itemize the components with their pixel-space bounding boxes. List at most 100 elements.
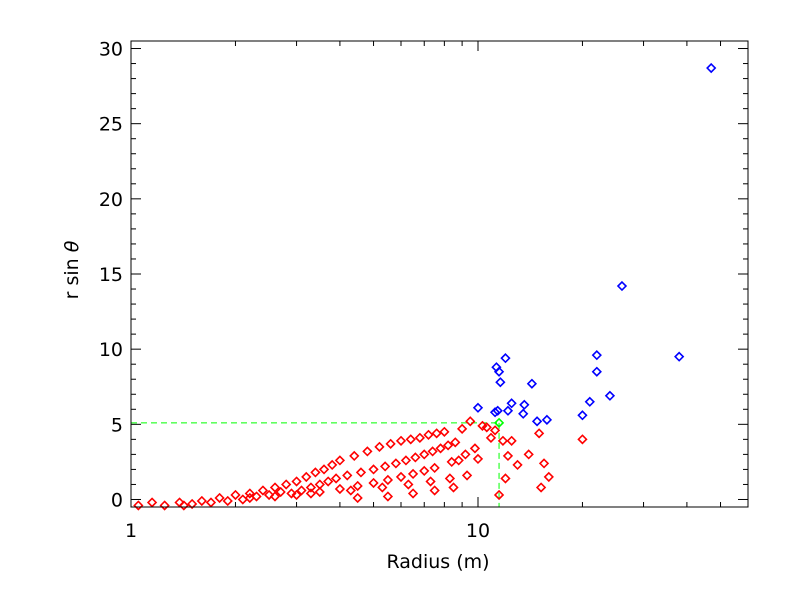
data-point-marker [493,366,505,377]
data-point-marker [281,479,292,490]
data-point-marker [429,462,440,474]
x-axis-title: Radius (m) [386,551,489,573]
threshold-guide-lines [131,422,500,507]
data-point-marker [305,482,317,493]
data-point-marker [291,489,302,501]
data-point-marker [472,453,484,465]
data-point-marker [533,428,545,439]
data-point-marker [577,434,588,445]
data-point-marker [334,483,346,495]
y-tick-label: 10 [99,339,123,361]
data-point-marker [502,450,514,462]
data-point-marker [456,423,468,434]
data-point-marker [435,443,446,454]
data-point-marker [291,476,302,487]
x-tick-label: 10 [466,520,490,542]
data-point-marker [349,450,360,462]
data-point-marker [674,351,685,362]
data-point-marker [214,492,225,504]
data-point-marker [257,485,269,496]
data-point-marker [591,366,602,377]
data-point-marker [380,461,391,472]
data-point-marker [425,476,436,487]
data-point-marker [296,485,307,496]
data-point-marker [205,497,217,508]
data-point-marker [423,429,434,440]
y-axis-title-symbol: θ [61,240,83,252]
data-point-marker [495,377,506,388]
data-point-marker [419,465,430,477]
data-point-marker [604,390,616,401]
data-point-marker [492,405,503,416]
data-point-marker [465,416,476,427]
data-point-marker [584,396,595,407]
data-point-marker [489,425,501,436]
data-point-marker [410,452,421,463]
data-point-marker [174,497,185,508]
data-point-marker [526,378,538,389]
data-point-marker [403,479,414,490]
y-tick-label: 25 [99,114,123,136]
data-point-marker [382,491,394,502]
data-point-marker [368,464,379,475]
data-point-marker [506,435,517,446]
data-point-marker [334,455,346,466]
data-point-marker [342,470,353,481]
y-tick-label: 30 [99,39,123,61]
y-tick-label: 15 [99,264,123,286]
data-point-marker [314,486,325,498]
data-point-marker [407,488,419,499]
data-point-marker [431,428,442,439]
data-point-marker [385,438,396,449]
data-point-marker [616,280,628,292]
data-point-marker [407,468,419,480]
data-point-marker [275,486,286,498]
data-point-marker [519,399,530,410]
data-markers [133,62,717,511]
data-point-marker [577,410,588,421]
data-point-marker [395,471,407,483]
data-point-marker [448,482,459,493]
data-point-marker [395,435,407,446]
data-point-marker [450,437,461,448]
data-point-marker [251,491,262,502]
data-point-marker [327,459,338,471]
plot-area-border [130,40,749,508]
plot-frame [130,40,749,508]
data-point-marker [518,408,529,419]
data-point-marker [502,405,514,416]
data-point-marker [419,449,430,460]
data-point-marker [706,62,717,74]
axis-tick-labels: 1 10 0 5 10 15 20 25 30 [99,39,490,542]
data-point-marker [178,500,189,511]
data-point-marker [541,414,553,425]
axis-ticks [130,41,748,507]
data-point-marker [472,402,484,413]
data-point-marker [323,476,334,487]
data-point-marker [453,455,464,466]
data-point-marker [439,426,450,437]
data-point-marker [427,446,438,457]
data-point-marker [269,491,281,502]
y-tick-label: 0 [111,489,123,511]
data-point-marker [305,488,317,499]
data-point-marker [368,477,379,489]
data-point-marker [286,488,297,499]
data-point-marker [390,458,402,469]
data-point-marker [222,495,233,507]
data-point-marker [493,417,505,428]
data-point-marker [244,488,255,499]
data-point-marker [196,495,207,507]
data-point-marker [405,434,416,445]
data-point-marker [352,492,363,504]
data-point-marker [374,441,385,453]
data-point-marker [543,471,554,483]
data-point-marker [400,455,412,466]
y-axis-title-text: r sin [61,252,83,299]
data-point-marker [429,485,440,496]
data-point-marker [469,443,481,454]
data-point-marker [500,473,511,484]
data-point-marker [506,398,517,409]
data-point-marker [485,432,497,443]
